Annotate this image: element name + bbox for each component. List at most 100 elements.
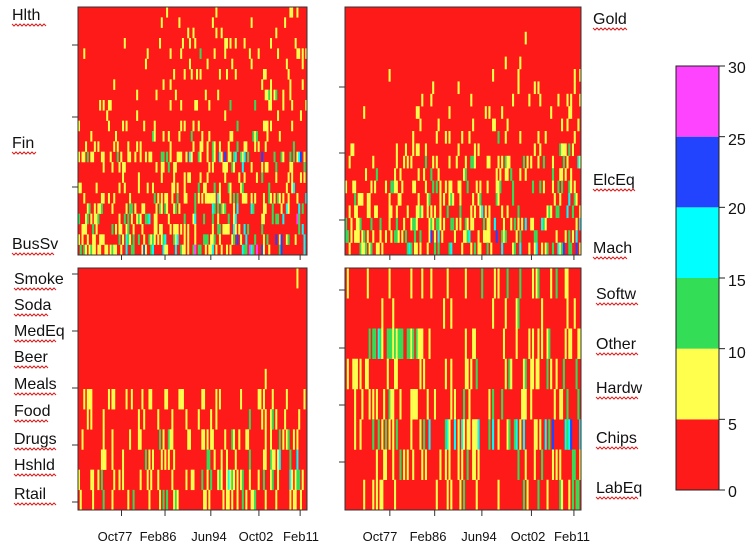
heatmap-cell (144, 213, 147, 225)
row-label: Fin (12, 135, 34, 152)
heatmap-cell (187, 172, 190, 183)
heatmap-cell (395, 180, 398, 194)
heatmap-cell (180, 120, 183, 132)
heatmap-cell (477, 449, 480, 480)
heatmap-cell (357, 230, 360, 243)
heatmap-cell (81, 224, 84, 235)
heatmap-cell (262, 69, 265, 80)
heatmap-cell (473, 205, 476, 219)
heatmap-cell (206, 429, 209, 450)
heatmap-cell (183, 120, 186, 132)
heatmap-cell (273, 449, 276, 470)
heatmap-cell (504, 298, 507, 329)
heatmap-cell (348, 242, 351, 256)
heatmap-cell (294, 469, 297, 491)
x-tick-label: Feb11 (283, 529, 319, 544)
heatmap-cell (262, 244, 265, 256)
heatmap-cell (107, 389, 110, 410)
heatmap-cell (277, 213, 280, 225)
heatmap-cell (519, 131, 522, 144)
heatmap-cell (113, 79, 116, 90)
heatmap-cell (173, 234, 176, 245)
heatmap-cell (517, 217, 520, 231)
heatmap-cell (90, 131, 93, 142)
heatmap-cell (468, 419, 471, 450)
heatmap-cell (166, 489, 169, 511)
heatmap-cell (435, 131, 438, 144)
heatmap-cell (524, 31, 527, 45)
heatmap-cell (206, 234, 209, 245)
heatmap-cell (379, 217, 382, 231)
heatmap-cell (448, 193, 451, 206)
heatmap-cell (488, 230, 491, 243)
heatmap-cell (240, 469, 243, 491)
heatmap-cell (406, 155, 409, 169)
heatmap-cell (470, 217, 473, 231)
heatmap-cell (570, 419, 573, 450)
heatmap-cell (571, 449, 574, 480)
heatmap-cell (225, 449, 228, 470)
heatmap-cell (512, 193, 515, 206)
heatmap-cell (204, 244, 207, 256)
heatmap-cell (111, 203, 114, 214)
heatmap-cell (146, 469, 149, 491)
heatmap-cell (192, 244, 195, 256)
heatmap-cell (166, 7, 169, 18)
heatmap-cell (95, 213, 98, 225)
heatmap-cell (130, 244, 133, 256)
heatmap-cell (236, 489, 239, 511)
heatmap-cell (144, 58, 147, 70)
heatmap-cell (143, 120, 146, 132)
heatmap-cell (461, 131, 464, 144)
heatmap-cell (203, 234, 206, 245)
heatmap-cell (181, 244, 184, 256)
heatmap-cell (241, 182, 244, 194)
heatmap-cell (501, 230, 504, 243)
heatmap-cell (419, 358, 422, 390)
heatmap-cell (450, 217, 453, 231)
heatmap-cell (130, 213, 133, 225)
heatmap-cell (270, 449, 273, 470)
heatmap-cell (211, 17, 214, 28)
heatmap-cell (264, 89, 267, 101)
heatmap-cell (129, 203, 132, 214)
heatmap-cell (448, 449, 451, 480)
heatmap-cell (206, 469, 209, 491)
heatmap-cell (570, 242, 573, 256)
heatmap-cell (106, 244, 109, 256)
heatmap-cell (423, 168, 426, 181)
heatmap-cell (167, 213, 170, 225)
heatmap-cell (78, 120, 81, 132)
heatmap-cell (533, 81, 536, 95)
heatmap-cell (233, 234, 236, 245)
heatmap-cell (501, 155, 504, 169)
heatmap-cell (579, 69, 582, 82)
heatmap-cell (188, 38, 191, 49)
heatmap-cell (361, 193, 364, 206)
heatmap-cell (174, 489, 177, 511)
heatmap-cell (392, 180, 395, 194)
heatmap-cell (571, 230, 574, 243)
heatmap-cell (148, 389, 151, 410)
heatmap-cell (275, 213, 278, 225)
heatmap-cell (222, 162, 225, 173)
heatmap-cell (517, 205, 520, 219)
heatmap-cell (537, 81, 540, 95)
heatmap-cell (199, 172, 202, 183)
row-label: Other (596, 336, 637, 353)
heatmap-cell (468, 230, 471, 243)
heatmap-cell (352, 180, 355, 194)
x-tick-label: Jun94 (461, 529, 496, 544)
heatmap-cell (296, 193, 299, 204)
heatmap-cell (241, 469, 244, 491)
heatmap-cell (497, 180, 500, 194)
heatmap-cell (169, 100, 172, 111)
heatmap-cell (83, 151, 86, 163)
heatmap-cell (370, 242, 373, 256)
heatmap-cell (479, 242, 482, 256)
heatmap-cell (399, 328, 402, 359)
heatmap-cell (79, 182, 82, 194)
heatmap-cell (222, 489, 225, 511)
heatmap-cell (218, 151, 221, 163)
heatmap-cell (298, 224, 301, 235)
